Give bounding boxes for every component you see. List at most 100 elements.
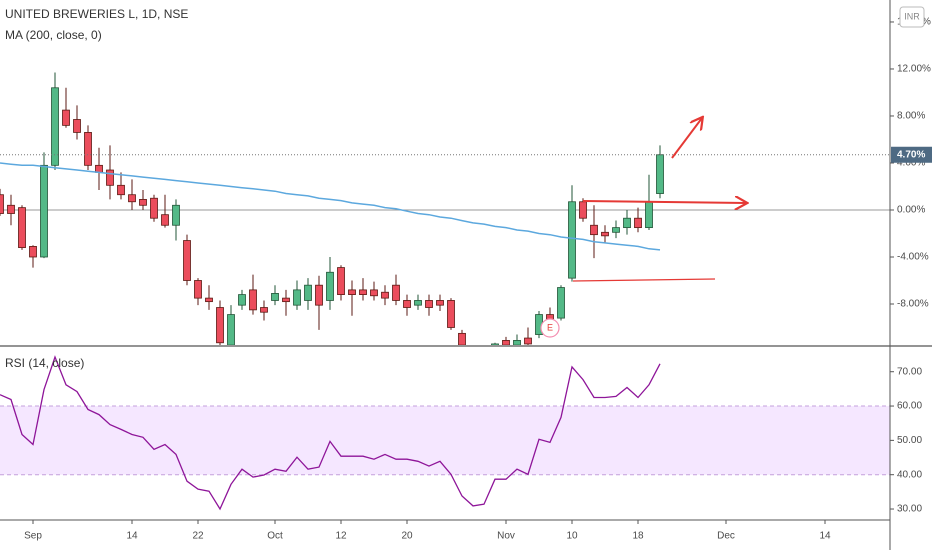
- candle-body: [612, 227, 620, 233]
- candle-body: [150, 197, 158, 219]
- candle-body: [568, 201, 576, 279]
- candle-body: [458, 332, 466, 345]
- candle-body: [260, 307, 268, 313]
- arrow-drawing: [582, 201, 746, 203]
- y-tick-label: 0.00%: [897, 205, 925, 216]
- candle-body: [392, 284, 400, 301]
- y-tick-label: 60.00: [897, 401, 922, 412]
- y-tick-label: -4.00%: [897, 252, 929, 263]
- price-pane: E: [0, 72, 890, 357]
- rsi-pane: [0, 355, 890, 511]
- candle-body: [579, 201, 587, 219]
- candle-body: [216, 307, 224, 344]
- candle-body: [524, 337, 532, 345]
- candle-body: [557, 287, 565, 319]
- candle-body: [436, 300, 444, 306]
- x-tick-label: Sep: [24, 531, 42, 542]
- candle-body: [623, 217, 631, 229]
- currency-button[interactable]: [899, 6, 925, 28]
- x-tick-label: Oct: [267, 531, 283, 542]
- line-drawing: [572, 278, 716, 282]
- y-tick-label: 50.00: [897, 435, 922, 446]
- candle-body: [502, 340, 510, 345]
- earnings-marker: [540, 318, 560, 338]
- candle-body: [304, 284, 312, 301]
- candle-body: [645, 201, 653, 229]
- candle-body: [7, 204, 15, 214]
- candle-body: [29, 246, 37, 258]
- y-tick-label: 40.00: [897, 469, 922, 480]
- candle-body: [634, 217, 642, 229]
- candle-body: [326, 271, 334, 301]
- candle-body: [370, 289, 378, 297]
- candle-body: [51, 87, 59, 166]
- candle-body: [282, 297, 290, 303]
- candle-body: [106, 169, 114, 186]
- candle-body: [95, 164, 103, 173]
- candle-body: [62, 109, 70, 126]
- candle-body: [139, 199, 147, 206]
- candle-body: [315, 284, 323, 306]
- currency-label: INR: [904, 11, 920, 21]
- candle-body: [293, 289, 301, 306]
- candle-body: [40, 164, 48, 258]
- indicator-legend: RSI (14, close): [5, 356, 84, 370]
- candle-body: [491, 343, 499, 345]
- candle-body: [513, 340, 521, 345]
- last-price-badge: [891, 146, 932, 163]
- candle-body: [403, 300, 411, 308]
- candle-body: [117, 184, 125, 196]
- candle-body: [381, 291, 389, 299]
- y-tick-label: 12.00%: [897, 64, 931, 75]
- x-tick-label: Nov: [497, 531, 515, 542]
- x-tick-label: 14: [126, 531, 138, 542]
- candle-body: [348, 289, 356, 295]
- candle-body: [238, 294, 246, 306]
- candle-body: [425, 300, 433, 308]
- indicator-legend: MA (200, close, 0): [5, 28, 102, 42]
- candle-body: [447, 300, 455, 328]
- candle-body: [194, 280, 202, 299]
- ma-line: [0, 162, 661, 251]
- x-tick-label: 14: [819, 531, 831, 542]
- candle-body: [183, 240, 191, 281]
- candle-body: [337, 267, 345, 295]
- candle-body: [656, 154, 664, 194]
- x-tick-label: 22: [192, 531, 204, 542]
- y-tick-label: 4.00%: [897, 158, 925, 169]
- candle-body: [601, 231, 609, 237]
- x-tick-label: 20: [401, 531, 413, 542]
- candle-body: [73, 119, 81, 133]
- x-tick-label: 10: [566, 531, 578, 542]
- candle-body: [414, 300, 422, 306]
- candle-body: [172, 204, 180, 226]
- candle-body: [249, 289, 257, 311]
- chart-title: UNITED BREWERIES L, 1D, NSE: [5, 7, 188, 21]
- candle-body: [227, 314, 235, 345]
- y-tick-label: 70.00: [897, 366, 922, 377]
- rsi-line: [0, 355, 661, 511]
- candle-body: [359, 289, 367, 295]
- rsi-band: [0, 406, 890, 475]
- candle-body: [0, 194, 4, 214]
- last-price-label: 4.70%: [897, 149, 925, 160]
- y-tick-label: 8.00%: [897, 111, 925, 122]
- earnings-label: E: [547, 322, 553, 332]
- axes: -8.00%-4.00%0.00%4.00%8.00%12.00%16.00%4…: [24, 6, 932, 542]
- candle-body: [161, 214, 169, 226]
- y-tick-label: -8.00%: [897, 299, 929, 310]
- arrow-drawing: [671, 118, 702, 159]
- candle-body: [18, 207, 26, 248]
- x-tick-label: Dec: [717, 531, 735, 542]
- candle-body: [470, 349, 477, 357]
- candle-body: [205, 297, 213, 303]
- x-tick-label: 12: [335, 531, 347, 542]
- candle-body: [128, 194, 136, 203]
- x-tick-label: 18: [632, 531, 644, 542]
- candle-body: [84, 132, 92, 166]
- candle-body: [271, 293, 279, 301]
- y-tick-label: 30.00: [897, 504, 922, 515]
- candle-body: [590, 224, 598, 236]
- candle-body: [481, 351, 488, 356]
